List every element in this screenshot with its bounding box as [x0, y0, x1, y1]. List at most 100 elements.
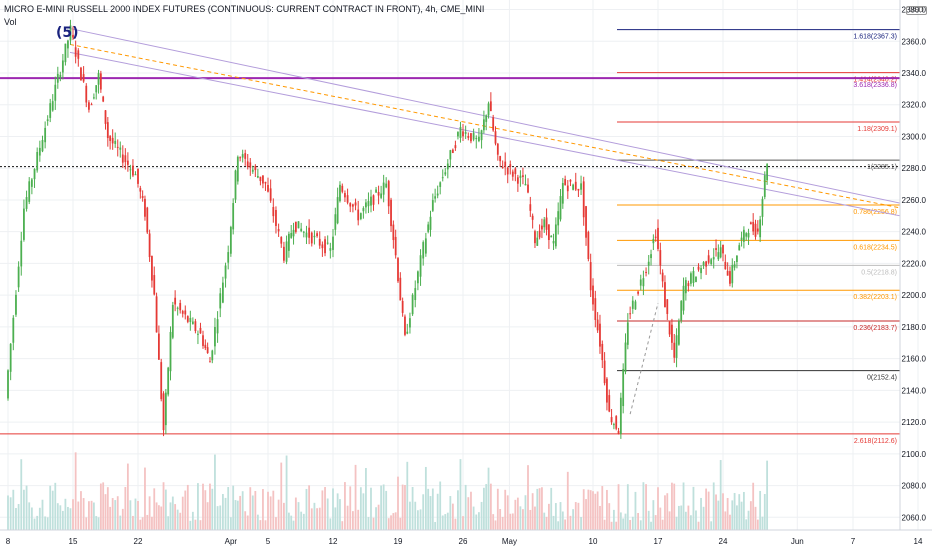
- volume-bar: [580, 517, 582, 530]
- candle-body: [419, 255, 422, 277]
- candle-body: [249, 162, 252, 168]
- volume-bar: [589, 490, 592, 530]
- candle-body: [441, 177, 444, 179]
- volume-bar: [209, 483, 211, 530]
- candle-body: [9, 343, 12, 372]
- candle-body: [102, 96, 105, 102]
- volume-bar: [191, 511, 194, 530]
- volume-bar: [399, 517, 402, 530]
- volume-bar: [752, 482, 755, 530]
- volume-bar: [745, 519, 748, 530]
- elliott-wave-label: (5): [56, 25, 79, 41]
- volume-bar: [559, 502, 562, 530]
- candle-body: [582, 181, 585, 218]
- volume-bar: [536, 488, 539, 530]
- candle-body: [657, 227, 659, 249]
- volume-bar: [204, 490, 207, 530]
- candle-body: [736, 255, 738, 262]
- volume-bar: [199, 520, 202, 530]
- candle-body: [738, 245, 741, 251]
- candle-body: [536, 237, 539, 246]
- volume-bar: [702, 506, 705, 530]
- volume-bar: [668, 511, 671, 530]
- candle-body: [232, 203, 235, 230]
- volume-bar: [116, 496, 119, 530]
- volume-bar: [519, 506, 522, 530]
- candle-body: [434, 196, 437, 199]
- volume-bar: [326, 498, 329, 530]
- candle-body: [179, 302, 182, 311]
- candle-body: [449, 150, 452, 160]
- volume-bar: [129, 500, 132, 530]
- volume-bar: [277, 499, 280, 530]
- fib-level-label: 0.786(2256.8): [853, 209, 897, 216]
- candle-body: [202, 335, 204, 346]
- candle-body: [104, 110, 107, 124]
- fib-level-label: 2.618(2112.6): [854, 438, 897, 445]
- candle-body: [184, 310, 187, 315]
- candle-body: [482, 119, 485, 131]
- candle-body: [397, 258, 399, 282]
- candle-body: [439, 182, 442, 187]
- volume-bar: [285, 455, 288, 530]
- candle-body: [431, 200, 434, 211]
- candle-body: [647, 261, 650, 266]
- candle-body: [191, 321, 194, 324]
- candle-body: [514, 168, 517, 175]
- candle-body: [601, 343, 604, 361]
- candle-body: [504, 161, 507, 167]
- price-axis[interactable]: 2060.0 2080.0 2100.0 2120.0 2140.0 2160.0 2180…: [899, 0, 927, 530]
- volume-bar: [151, 516, 153, 530]
- candle-body: [470, 133, 472, 142]
- candle-body: [157, 333, 160, 360]
- candle-body: [59, 74, 62, 78]
- candle-body: [85, 85, 88, 103]
- volume-bar: [606, 489, 608, 530]
- candle-body: [241, 154, 244, 158]
- volume-bar: [754, 506, 757, 530]
- volume-bar: [710, 521, 713, 530]
- candle-body: [511, 171, 514, 177]
- candle-body: [631, 300, 634, 309]
- volume-bar: [569, 515, 572, 530]
- volume-bar: [475, 514, 478, 530]
- time-axis[interactable]: 81522Apr5121926May101724Jun71421: [0, 529, 932, 546]
- volume-bar: [362, 493, 365, 530]
- candle-body: [341, 185, 344, 192]
- volume-bar: [692, 486, 695, 530]
- currency-badge[interactable]: USD: [906, 6, 927, 15]
- candle-body: [451, 149, 454, 153]
- candle-body: [697, 266, 700, 270]
- volume-bar: [54, 482, 57, 530]
- candle-body: [608, 395, 611, 412]
- candle-body: [36, 151, 39, 171]
- candle-body: [401, 300, 404, 313]
- candle-body: [300, 228, 303, 232]
- volume-bar: [349, 486, 352, 530]
- candle-body: [382, 182, 385, 195]
- candle-body: [318, 238, 321, 246]
- x-tick-label: 10: [589, 537, 598, 546]
- candle-body: [545, 217, 548, 230]
- volume-bar: [409, 501, 411, 530]
- volume-bar: [666, 493, 669, 530]
- candle-body: [564, 179, 567, 185]
- y-tick-label: 2120.0: [902, 418, 927, 427]
- fib-level-label: 0(2152.4): [867, 375, 897, 382]
- candle-body: [550, 235, 553, 238]
- candle-body: [516, 177, 519, 184]
- candle-body: [496, 143, 499, 155]
- volume-bar: [759, 490, 762, 530]
- candle-body: [176, 307, 179, 309]
- volume-bar: [367, 517, 370, 530]
- volume-bar: [541, 487, 543, 530]
- volume-bar: [650, 521, 652, 530]
- candle-body: [346, 195, 349, 203]
- volume-bar: [126, 463, 129, 530]
- volume-bar: [139, 519, 142, 530]
- candle-body: [246, 161, 249, 168]
- candle-body: [80, 67, 82, 81]
- volume-bar: [157, 505, 160, 530]
- candle-body: [349, 203, 352, 207]
